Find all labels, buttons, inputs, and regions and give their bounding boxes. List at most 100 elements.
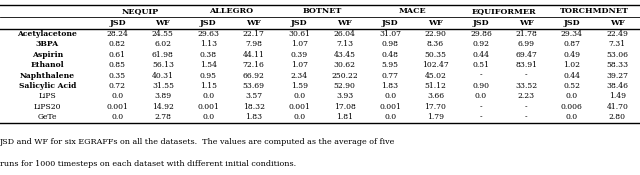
- Text: 0.0: 0.0: [202, 113, 214, 121]
- Text: 0.001: 0.001: [379, 103, 401, 111]
- Text: 58.33: 58.33: [606, 61, 628, 69]
- Text: 56.13: 56.13: [152, 61, 174, 69]
- Text: 22.90: 22.90: [424, 30, 447, 38]
- Text: Aspirin: Aspirin: [32, 51, 63, 59]
- Text: 43.45: 43.45: [333, 51, 356, 59]
- Text: 30.62: 30.62: [333, 61, 356, 69]
- Text: 0.90: 0.90: [472, 82, 490, 90]
- Text: WF: WF: [337, 19, 352, 27]
- Text: JSD: JSD: [473, 19, 489, 27]
- Text: 8.36: 8.36: [427, 40, 444, 48]
- Text: MACE: MACE: [399, 7, 427, 15]
- Text: 2.23: 2.23: [518, 92, 535, 100]
- Text: 31.55: 31.55: [152, 82, 174, 90]
- Text: 0.77: 0.77: [381, 72, 399, 80]
- Text: 1.49: 1.49: [609, 92, 626, 100]
- Text: 24.55: 24.55: [152, 30, 174, 38]
- Text: 3BPA: 3BPA: [36, 40, 59, 48]
- Text: WF: WF: [428, 19, 443, 27]
- Text: 3.89: 3.89: [154, 92, 172, 100]
- Text: 1.81: 1.81: [336, 113, 353, 121]
- Text: WF: WF: [519, 19, 534, 27]
- Text: 1.02: 1.02: [563, 61, 580, 69]
- Text: LiPS: LiPS: [38, 92, 56, 100]
- Text: 31.07: 31.07: [379, 30, 401, 38]
- Text: 0.95: 0.95: [200, 72, 217, 80]
- Text: NEQUIP: NEQUIP: [122, 7, 159, 15]
- Text: 0.92: 0.92: [472, 40, 490, 48]
- Text: 1.83: 1.83: [245, 113, 262, 121]
- Text: 2.34: 2.34: [291, 72, 308, 80]
- Text: 29.86: 29.86: [470, 30, 492, 38]
- Text: JSD: JSD: [291, 19, 307, 27]
- Text: 17.70: 17.70: [424, 103, 447, 111]
- Text: -: -: [479, 113, 483, 121]
- Text: JSD: JSD: [564, 19, 580, 27]
- Text: 53.06: 53.06: [606, 51, 628, 59]
- Text: JSD: JSD: [109, 19, 125, 27]
- Text: 17.08: 17.08: [333, 103, 356, 111]
- Text: 18.32: 18.32: [243, 103, 265, 111]
- Text: 29.34: 29.34: [561, 30, 583, 38]
- Text: 1.59: 1.59: [291, 82, 308, 90]
- Text: 0.72: 0.72: [109, 82, 126, 90]
- Text: 53.69: 53.69: [243, 82, 265, 90]
- Text: 44.11: 44.11: [243, 51, 265, 59]
- Text: LiPS20: LiPS20: [34, 103, 61, 111]
- Text: 22.17: 22.17: [243, 30, 265, 38]
- Text: 0.87: 0.87: [563, 40, 580, 48]
- Text: runs for 1000 timesteps on each dataset with different initial conditions.: runs for 1000 timesteps on each dataset …: [0, 160, 296, 169]
- Text: 1.79: 1.79: [427, 113, 444, 121]
- Text: 1.15: 1.15: [200, 82, 217, 90]
- Text: 0.44: 0.44: [563, 72, 580, 80]
- Text: 66.92: 66.92: [243, 72, 265, 80]
- Text: 1.13: 1.13: [200, 40, 217, 48]
- Text: 39.27: 39.27: [606, 72, 628, 80]
- Text: 21.78: 21.78: [515, 30, 538, 38]
- Text: 2.78: 2.78: [154, 113, 172, 121]
- Text: 0.85: 0.85: [109, 61, 126, 69]
- Text: ALLEGRO: ALLEGRO: [209, 7, 253, 15]
- Text: 0.0: 0.0: [384, 92, 396, 100]
- Text: 0.0: 0.0: [475, 92, 487, 100]
- Text: 3.57: 3.57: [245, 92, 262, 100]
- Text: 6.99: 6.99: [518, 40, 535, 48]
- Text: WF: WF: [246, 19, 261, 27]
- Text: 41.70: 41.70: [606, 103, 628, 111]
- Text: 0.0: 0.0: [566, 92, 578, 100]
- Text: 0.35: 0.35: [109, 72, 126, 80]
- Text: 0.006: 0.006: [561, 103, 583, 111]
- Text: TORCHMDNET: TORCHMDNET: [560, 7, 629, 15]
- Text: 5.95: 5.95: [381, 61, 399, 69]
- Text: 51.12: 51.12: [424, 82, 447, 90]
- Text: 7.31: 7.31: [609, 40, 626, 48]
- Text: WF: WF: [156, 19, 170, 27]
- Text: 0.48: 0.48: [381, 51, 399, 59]
- Text: 1.83: 1.83: [381, 82, 399, 90]
- Text: 0.001: 0.001: [197, 103, 220, 111]
- Text: JSD and WF for six EGRAFFs on all the datasets.  The values are computed as the : JSD and WF for six EGRAFFs on all the da…: [0, 138, 396, 146]
- Text: 50.35: 50.35: [424, 51, 447, 59]
- Text: 102.47: 102.47: [422, 61, 449, 69]
- Text: 45.02: 45.02: [424, 72, 447, 80]
- Text: 69.47: 69.47: [515, 51, 538, 59]
- Text: 0.51: 0.51: [472, 61, 490, 69]
- Text: 22.49: 22.49: [606, 30, 628, 38]
- Text: 72.16: 72.16: [243, 61, 265, 69]
- Text: EQUIFORMER: EQUIFORMER: [472, 7, 536, 15]
- Text: 83.91: 83.91: [515, 61, 538, 69]
- Text: 0.61: 0.61: [109, 51, 126, 59]
- Text: 30.61: 30.61: [288, 30, 310, 38]
- Text: 0.0: 0.0: [202, 92, 214, 100]
- Text: 14.92: 14.92: [152, 103, 174, 111]
- Text: -: -: [525, 113, 528, 121]
- Text: 33.52: 33.52: [515, 82, 538, 90]
- Text: JSD: JSD: [200, 19, 216, 27]
- Text: JSD: JSD: [382, 19, 398, 27]
- Text: 0.82: 0.82: [109, 40, 126, 48]
- Text: GeTe: GeTe: [38, 113, 57, 121]
- Text: 0.001: 0.001: [288, 103, 310, 111]
- Text: 6.02: 6.02: [154, 40, 172, 48]
- Text: 0.52: 0.52: [563, 82, 580, 90]
- Text: Naphthalene: Naphthalene: [20, 72, 75, 80]
